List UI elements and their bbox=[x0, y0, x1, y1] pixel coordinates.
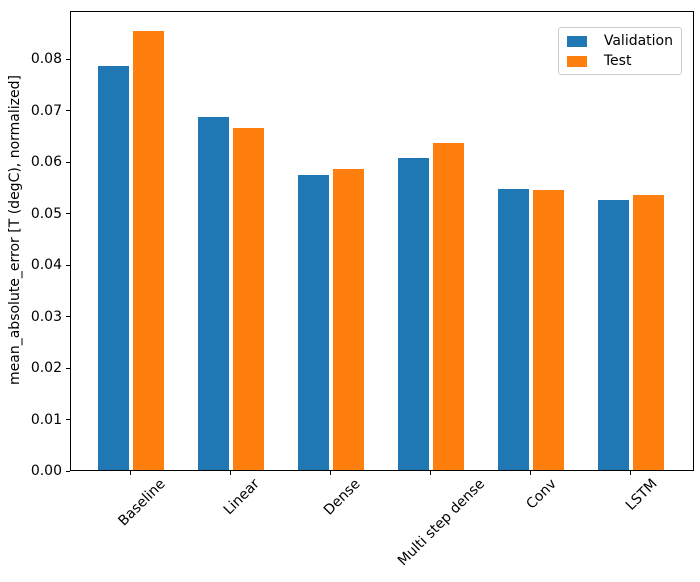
y-tick-mark-0.03 bbox=[66, 316, 70, 318]
bar-test-linear bbox=[233, 128, 264, 470]
legend: Validation Test bbox=[557, 27, 682, 75]
bar-validation-conv bbox=[498, 189, 529, 470]
y-tick-label-0.06: 0.06 bbox=[30, 154, 62, 171]
x-tick-label-baseline: Baseline bbox=[115, 476, 169, 530]
y-tick-mark-0.07 bbox=[66, 110, 70, 112]
legend-item-validation: Validation bbox=[566, 33, 673, 49]
bar-validation-dense bbox=[298, 174, 329, 470]
y-tick-label-0.00: 0.00 bbox=[30, 463, 62, 479]
y-tick-mark-0.01 bbox=[66, 419, 70, 421]
y-tick-mark-0.08 bbox=[66, 58, 70, 60]
x-tick-mark-baseline bbox=[129, 471, 131, 475]
y-tick-label-0.07: 0.07 bbox=[30, 102, 62, 119]
bar-test-conv bbox=[533, 190, 564, 470]
y-tick-label-0.08: 0.08 bbox=[30, 51, 62, 68]
x-tick-label-linear: Linear bbox=[220, 476, 263, 519]
x-tick-label-dense: Dense bbox=[320, 476, 364, 519]
x-tick-label-multi-step-dense: Multi step dense bbox=[394, 476, 489, 570]
y-tick-mark-0.04 bbox=[66, 264, 70, 266]
x-tick-mark-multi-step-dense bbox=[429, 471, 431, 475]
bar-test-lstm bbox=[633, 195, 664, 470]
x-tick-mark-conv bbox=[529, 471, 531, 475]
y-tick-mark-0.00 bbox=[66, 470, 70, 472]
y-tick-mark-0.06 bbox=[66, 161, 70, 163]
bar-test-dense bbox=[333, 169, 364, 470]
x-tick-mark-lstm bbox=[629, 471, 631, 475]
y-tick-label-0.05: 0.05 bbox=[30, 205, 62, 222]
y-tick-mark-0.02 bbox=[66, 367, 70, 369]
x-tick-mark-linear bbox=[229, 471, 231, 475]
x-tick-mark-dense bbox=[329, 471, 331, 475]
bar-validation-linear bbox=[198, 116, 229, 470]
bar-validation-lstm bbox=[598, 199, 629, 470]
legend-swatch-test bbox=[566, 55, 587, 67]
plot-area: Validation Test bbox=[70, 11, 694, 471]
y-axis-label: mean_absolute_error [T (degC), normalize… bbox=[7, 75, 23, 385]
y-tick-label-0.01: 0.01 bbox=[30, 411, 62, 428]
y-tick-label-0.03: 0.03 bbox=[30, 308, 62, 325]
bar-test-multi-step-dense bbox=[433, 143, 464, 470]
x-tick-label-lstm: LSTM bbox=[623, 476, 661, 514]
x-tick-label-conv: Conv bbox=[523, 476, 560, 513]
y-tick-mark-0.05 bbox=[66, 213, 70, 215]
y-tick-label-0.04: 0.04 bbox=[30, 257, 62, 274]
legend-label-validation: Validation bbox=[603, 33, 673, 49]
bar-validation-multi-step-dense bbox=[398, 157, 429, 470]
legend-item-test: Test bbox=[566, 53, 673, 69]
bar-test-baseline bbox=[133, 31, 164, 470]
y-tick-label-0.02: 0.02 bbox=[30, 360, 62, 377]
bar-validation-baseline bbox=[98, 66, 129, 470]
legend-label-test: Test bbox=[603, 53, 632, 69]
legend-swatch-validation bbox=[566, 35, 587, 47]
